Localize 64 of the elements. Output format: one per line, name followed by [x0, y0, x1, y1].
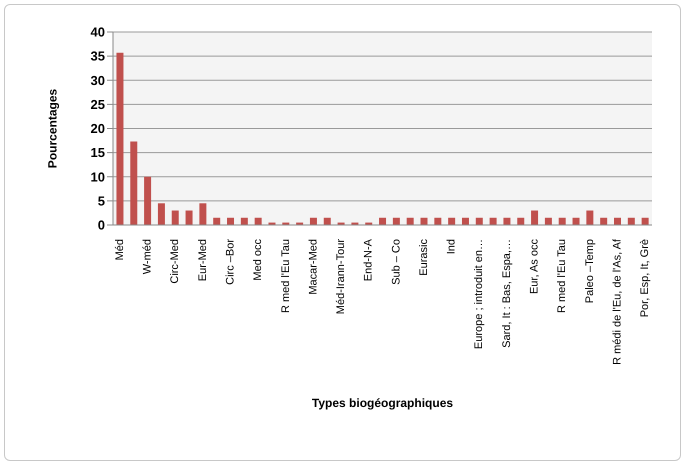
x-tick-label: Sub – Co [390, 239, 402, 285]
x-tick-label: Paleo –Temp [584, 239, 596, 304]
x-tick-label: Macar-Med [307, 239, 320, 295]
x-tick-label: Por, Esp, It, Grè [639, 239, 652, 318]
bar [406, 218, 414, 225]
x-tick-label: Sard, It : Bas, Espa,… [500, 239, 513, 348]
bar [213, 218, 220, 225]
bar [628, 218, 635, 225]
bar [116, 52, 124, 225]
x-tick-label: Eurasic [418, 238, 430, 276]
bar [462, 218, 469, 225]
bar [199, 203, 206, 225]
x-tick-label: Eur, As occ [528, 238, 541, 294]
x-tick-label: W-méd [142, 239, 154, 274]
bar [379, 218, 386, 225]
x-tick-label: R med l'Eu Tau [556, 239, 568, 314]
bar [434, 218, 442, 225]
x-tick-label: R médi de l'Eu, de l'As, Af [611, 238, 624, 365]
bar [420, 218, 428, 225]
bar [144, 176, 152, 225]
y-tick-label: 30 [90, 72, 105, 88]
x-tick-label: Méd-Irann-Tour [335, 238, 348, 314]
bar [586, 210, 594, 225]
x-tick-label: R med l'Eu Tau [280, 239, 292, 314]
bar [448, 218, 456, 225]
y-tick-label: 20 [90, 121, 105, 136]
bar [186, 210, 193, 225]
x-tick-label: Circ –Bor [224, 238, 236, 285]
x-tick-label: Ind [446, 239, 458, 254]
x-tick-label: Europe ; introduit en… [473, 239, 486, 350]
x-axis-title: Types biogéographiques [312, 396, 454, 410]
bar [558, 218, 566, 225]
bar [600, 218, 608, 225]
bar [572, 218, 580, 225]
y-tick-label: 10 [90, 169, 105, 184]
bar [172, 210, 179, 225]
x-tick-label: Méd [114, 239, 126, 260]
bar [324, 218, 331, 225]
bar [227, 218, 234, 225]
bar [531, 210, 538, 225]
y-tick-label: 0 [98, 218, 105, 233]
bar [517, 218, 524, 225]
bar [392, 218, 400, 225]
x-tick-label: End-N-A [362, 238, 375, 282]
bar [240, 218, 248, 225]
bar [254, 218, 262, 225]
y-tick-label: 15 [90, 145, 105, 160]
x-tick-label: Eur-Med [196, 239, 209, 282]
bar [158, 203, 165, 225]
x-tick-label: Med occ [252, 238, 264, 281]
y-tick-label: 5 [98, 193, 105, 208]
bar [130, 142, 138, 225]
bar [544, 218, 552, 225]
y-tick-label: 35 [90, 48, 105, 64]
bar [503, 218, 510, 225]
bar [490, 218, 497, 225]
bar [614, 218, 621, 225]
y-tick-label: 40 [90, 24, 105, 40]
y-axis-title: Pourcentages [45, 88, 60, 168]
bar [310, 218, 317, 225]
bar [642, 218, 649, 225]
bar [476, 218, 483, 225]
y-tick-label: 25 [90, 96, 105, 112]
x-tick-label: Circ-Med [169, 239, 182, 284]
